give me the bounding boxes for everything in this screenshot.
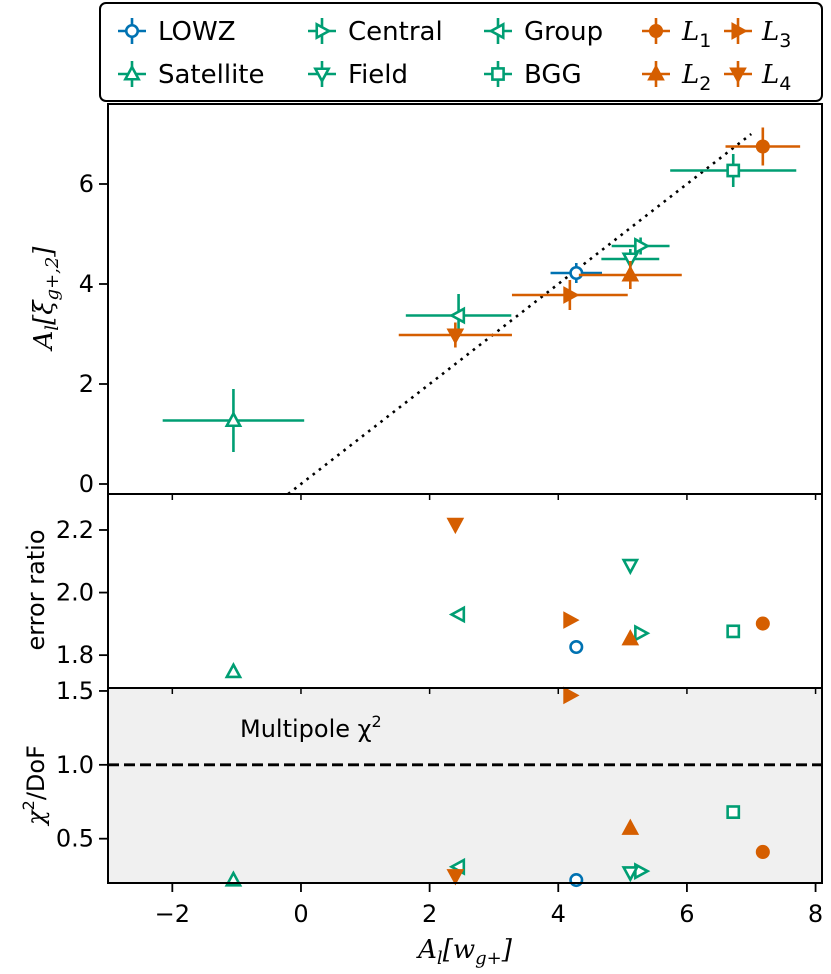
legend-label-sat: Satellite xyxy=(158,60,265,90)
mid-point-grp xyxy=(448,605,466,624)
legend-item-grp: Group xyxy=(484,17,603,47)
top-point-bgg xyxy=(726,163,741,178)
top-point-lowz xyxy=(569,265,584,281)
top-ytick-label: 4 xyxy=(79,270,94,298)
legend-item-l1: L1 xyxy=(642,17,711,52)
chi2-shaded-region xyxy=(108,688,822,883)
legend-marker-cen xyxy=(315,22,332,40)
xtick-label: 4 xyxy=(551,900,566,928)
legend-label-lowz: LOWZ xyxy=(158,17,236,47)
legend-marker-lowz xyxy=(124,23,140,39)
legend-label-l1: L1 xyxy=(681,17,711,52)
mid-point-l2 xyxy=(621,629,640,646)
mid-point-bgg xyxy=(726,624,741,639)
mid-point-l3 xyxy=(563,611,580,629)
bot-y-axis-title: χ2/DoF xyxy=(19,745,50,827)
mid-point-l4 xyxy=(446,517,465,535)
legend-marker-sat xyxy=(123,64,141,81)
legend-label-l4: L4 xyxy=(761,60,791,95)
legend-label-l3: L3 xyxy=(761,17,791,52)
xtick-label: 0 xyxy=(293,900,308,928)
top-point-grp xyxy=(448,306,466,325)
legend-marker-l4 xyxy=(729,67,747,84)
top-point-l1 xyxy=(755,139,770,154)
mid-point-l1 xyxy=(755,616,770,631)
mid-frame xyxy=(107,493,823,689)
mid-ytick-label: 2.0 xyxy=(56,579,94,607)
bot-point-l2 xyxy=(621,818,640,835)
legend-marker-grp xyxy=(488,22,505,40)
legend-marker-fld xyxy=(313,67,331,84)
legend-item-l3: L3 xyxy=(724,17,791,52)
mid-ytick-label: 2.2 xyxy=(56,516,94,544)
mid-ytick-label: 1.8 xyxy=(56,641,94,669)
legend-label-grp: Group xyxy=(524,17,603,47)
xtick-label: 8 xyxy=(808,900,823,928)
legend-item-bgg: BGG xyxy=(484,60,582,90)
legend-marker-l2 xyxy=(647,64,665,81)
legend-item-l4: L4 xyxy=(724,60,791,95)
chi2-annotation-sup: 2 xyxy=(372,712,382,731)
bot-point-fld xyxy=(621,866,640,883)
top-ytick-label: 6 xyxy=(79,170,94,198)
bot-ytick-label: 0.5 xyxy=(56,825,94,853)
xtick-label: 2 xyxy=(422,900,437,928)
legend-item-fld: Field xyxy=(308,60,408,90)
legend-label-cen: Central xyxy=(348,17,443,47)
legend-item-lowz: LOWZ xyxy=(118,17,236,47)
top-point-sat xyxy=(224,410,243,428)
x-axis-title: Al[wg+] xyxy=(416,935,513,969)
one-to-one-line xyxy=(287,132,753,496)
legend-label-bgg: BGG xyxy=(524,60,582,90)
xtick-label: −2 xyxy=(155,900,190,928)
legend-label-fld: Field xyxy=(348,60,408,90)
legend-marker-l1 xyxy=(648,23,664,39)
top-point-fld xyxy=(621,252,640,269)
mid-y-axis-title: error ratio xyxy=(22,529,50,650)
bot-ytick-label: 1.0 xyxy=(56,751,94,779)
bot-ytick-label: 1.5 xyxy=(56,677,94,705)
legend-box xyxy=(99,2,823,102)
bot-point-lowz xyxy=(569,873,584,888)
legend-marker-l3 xyxy=(731,22,748,40)
top-point-l3 xyxy=(563,286,580,304)
legend: LOWZ Satellite Central Field Group BGG L1 L2 L3 L… xyxy=(99,2,823,102)
top-point-cen xyxy=(634,237,651,255)
top-ytick-label: 2 xyxy=(79,370,94,398)
mid-point-lowz xyxy=(569,639,584,655)
legend-label-l2: L2 xyxy=(681,60,711,95)
mid-point-fld xyxy=(621,558,640,576)
mid-panel: 1.8 2.0 2.2 xyxy=(56,516,770,679)
bot-point-bgg xyxy=(726,805,741,819)
top-point-l4 xyxy=(446,328,465,345)
top-ytick-label: 0 xyxy=(79,470,94,498)
legend-marker-bgg xyxy=(491,67,505,81)
chi2-annotation: Multipole χ2 xyxy=(240,712,382,743)
top-point-l2 xyxy=(621,265,640,282)
legend-item-sat: Satellite xyxy=(118,60,265,90)
bot-frame xyxy=(107,687,823,884)
top-y-axis-title: Al[ξg+,2] xyxy=(29,246,63,352)
bot-point-l3 xyxy=(563,686,580,705)
legend-item-cen: Central xyxy=(308,17,443,47)
top-panel: 0 2 4 6 xyxy=(79,127,801,498)
legend-item-l2: L2 xyxy=(642,60,711,95)
bot-panel: 0.5 1.0 1.5 xyxy=(56,677,822,888)
bot-point-l1 xyxy=(755,844,770,860)
xtick-label: 6 xyxy=(679,900,694,928)
mid-point-cen xyxy=(634,624,651,643)
mid-point-sat xyxy=(224,662,243,679)
bot-point-l4 xyxy=(446,869,465,886)
